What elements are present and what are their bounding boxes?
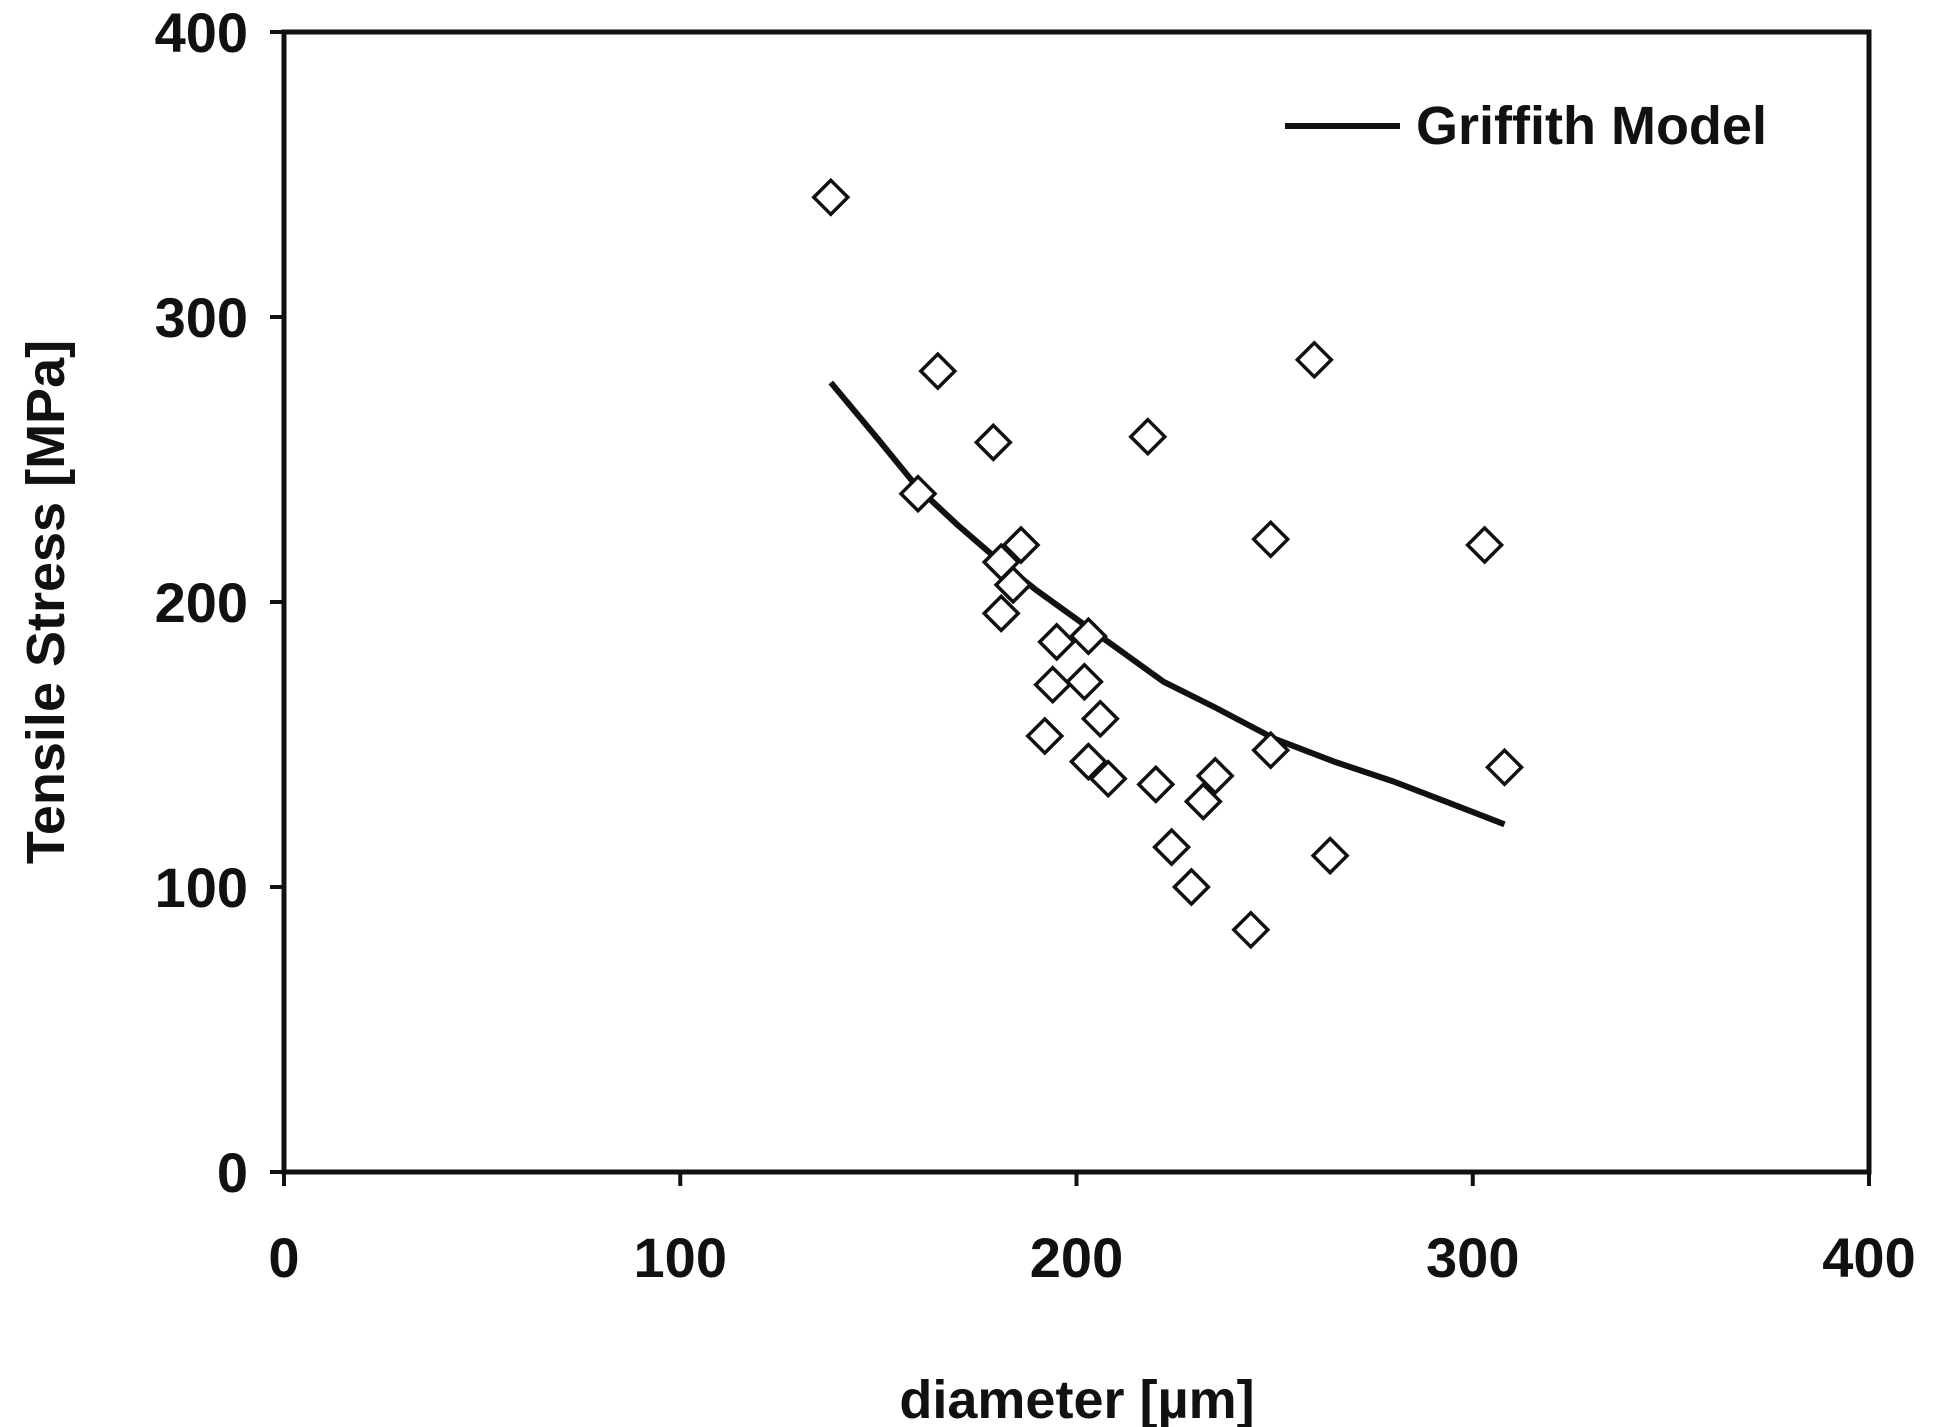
y-axis-title: Tensile Stress [MPa]: [16, 340, 76, 864]
data-point-diamond: [1251, 730, 1291, 770]
data-point-diamond: [1088, 759, 1128, 799]
y-axis-ticks: 0 100 200 300 400: [155, 1, 284, 1204]
x-axis-title: diameter [µm]: [899, 1370, 1254, 1427]
legend: Griffith Model: [1285, 96, 1767, 156]
data-point-diamond: [1064, 662, 1104, 702]
data-point-diamond: [1183, 782, 1223, 821]
x-tick-label: 300: [1426, 1226, 1519, 1289]
x-tick-label: 100: [634, 1226, 727, 1289]
x-axis-ticks: 0 100 200 300 400: [268, 1172, 1916, 1289]
griffith-model-series: [828, 380, 1506, 828]
data-point-diamond: [1485, 747, 1524, 787]
measured-points-series: [811, 177, 1524, 950]
data-point-diamond: [973, 422, 1013, 462]
data-point-diamond: [1001, 525, 1041, 565]
data-point-diamond: [898, 474, 938, 514]
y-tick-label: 300: [155, 286, 248, 349]
plot-area: [281, 29, 1872, 1175]
data-point-diamond: [1310, 836, 1350, 876]
x-tick-label: 0: [268, 1226, 299, 1289]
y-tick-label: 400: [155, 1, 248, 64]
data-point-diamond: [1465, 525, 1505, 565]
data-point-diamond: [1251, 519, 1291, 559]
data-point-diamond: [1171, 867, 1211, 907]
data-point-diamond: [1128, 417, 1168, 457]
y-tick-label: 200: [155, 571, 248, 634]
data-point-diamond: [1033, 665, 1073, 705]
data-point-diamond: [1080, 699, 1120, 739]
data-point-diamond: [993, 565, 1033, 605]
data-point-diamond: [1136, 764, 1176, 804]
data-point-diamond: [1025, 716, 1065, 756]
data-point-diamond: [1152, 827, 1192, 867]
data-point-diamond: [1195, 756, 1235, 796]
data-point-diamond: [981, 593, 1021, 633]
x-tick-label: 400: [1822, 1226, 1915, 1289]
data-point-diamond: [1231, 910, 1271, 950]
data-point-diamond: [1068, 616, 1108, 656]
y-tick-label: 100: [155, 856, 248, 919]
data-point-diamond: [1294, 340, 1334, 380]
x-tick-label: 200: [1030, 1226, 1123, 1289]
y-tick-label: 0: [217, 1141, 248, 1204]
data-point-diamond: [1068, 742, 1108, 782]
data-point-diamond: [1037, 622, 1077, 662]
data-point-diamond: [918, 351, 958, 391]
data-point-diamond: [811, 177, 851, 217]
griffith-model-line: [828, 380, 1506, 828]
legend-label-griffith-model: Griffith Model: [1416, 96, 1767, 156]
